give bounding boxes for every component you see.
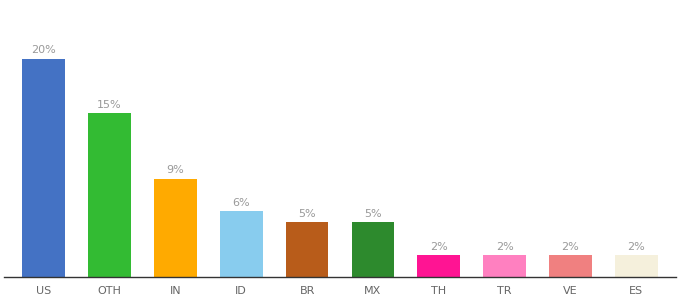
Bar	[549, 255, 592, 277]
Text: 20%: 20%	[31, 45, 56, 56]
Bar	[88, 113, 131, 277]
Text: 5%: 5%	[299, 209, 316, 219]
Bar	[418, 255, 460, 277]
Bar	[615, 255, 658, 277]
Bar	[154, 179, 197, 277]
Bar	[220, 212, 262, 277]
Bar	[22, 59, 65, 277]
Text: 2%: 2%	[562, 242, 579, 252]
Text: 2%: 2%	[430, 242, 447, 252]
Text: 2%: 2%	[496, 242, 513, 252]
Text: 2%: 2%	[628, 242, 645, 252]
Bar	[483, 255, 526, 277]
Text: 15%: 15%	[97, 100, 122, 110]
Text: 9%: 9%	[167, 165, 184, 176]
Bar	[352, 222, 394, 277]
Text: 5%: 5%	[364, 209, 381, 219]
Text: 6%: 6%	[233, 198, 250, 208]
Bar	[286, 222, 328, 277]
